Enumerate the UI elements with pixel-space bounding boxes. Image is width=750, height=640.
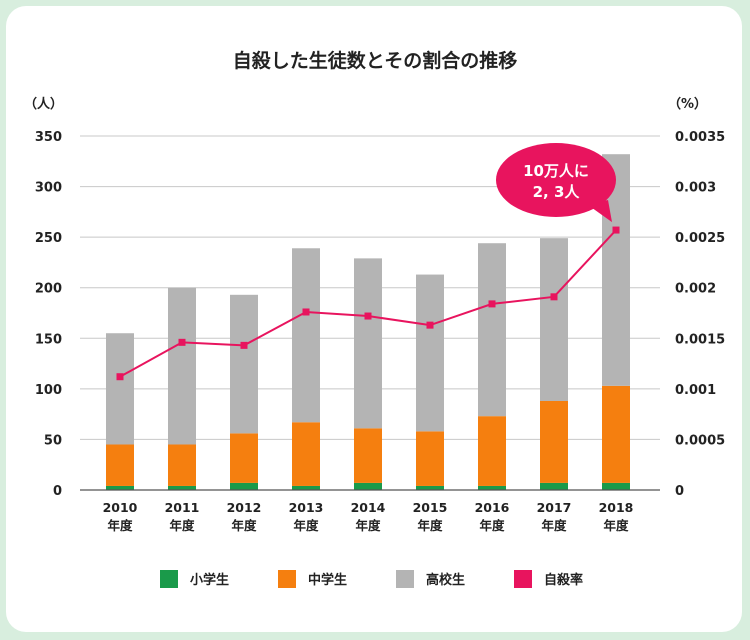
- bar-segment: [354, 428, 382, 483]
- bar-segment: [168, 444, 196, 486]
- y2-tick-label: 0.0015: [675, 332, 725, 347]
- y-tick-label: 100: [35, 383, 62, 398]
- callout-line2: 2, 3人: [533, 183, 581, 201]
- x-tick-label: 2016: [475, 500, 510, 515]
- rate-point: [178, 338, 186, 346]
- rate-point: [240, 341, 248, 349]
- y-tick-label: 350: [35, 130, 62, 145]
- callout-line1: 10万人に: [523, 162, 589, 180]
- y2-tick-label: 0.002: [675, 282, 716, 297]
- rate-point: [488, 300, 496, 308]
- callout-bubble: [496, 143, 616, 217]
- x-tick-label-suffix: 年度: [293, 518, 319, 533]
- x-tick-label: 2010: [103, 500, 138, 515]
- y2-tick-label: 0.003: [675, 181, 716, 196]
- bar-segment: [478, 416, 506, 486]
- rate-point: [612, 226, 620, 234]
- bar-segment: [106, 485, 134, 490]
- bar-segment: [106, 444, 134, 486]
- bar-segment: [168, 287, 196, 445]
- legend-label: 中学生: [308, 572, 347, 588]
- x-tick-label-suffix: 年度: [479, 518, 505, 533]
- x-tick-label-suffix: 年度: [231, 518, 257, 533]
- x-tick-label: 2014: [351, 500, 386, 515]
- legend-swatch: [278, 570, 296, 588]
- y2-tick-label: 0: [675, 484, 684, 499]
- rate-point: [302, 308, 310, 316]
- rate-point: [426, 321, 434, 329]
- bar-segment: [416, 431, 444, 486]
- x-tick-label: 2017: [537, 500, 572, 515]
- bar-segment: [602, 482, 630, 490]
- x-tick-label: 2012: [227, 500, 262, 515]
- y2-tick-label: 0.001: [675, 383, 716, 398]
- y2-tick-label: 0.0025: [675, 231, 725, 246]
- chart-title: 自殺した生徒数とその割合の推移: [233, 49, 517, 72]
- bar-segment: [354, 482, 382, 490]
- x-tick-label-suffix: 年度: [169, 518, 195, 533]
- legend-label: 高校生: [426, 572, 465, 588]
- bar-segment: [478, 485, 506, 490]
- y2-tick-label: 0.0035: [675, 130, 725, 145]
- y2-tick-label: 0.0005: [675, 433, 725, 448]
- x-tick-label-suffix: 年度: [355, 518, 381, 533]
- rate-point: [364, 312, 372, 320]
- y-tick-label: 250: [35, 231, 62, 246]
- bar-segment: [540, 238, 568, 401]
- x-tick-label: 2015: [413, 500, 448, 515]
- bar-segment: [540, 400, 568, 483]
- x-tick-label: 2011: [165, 500, 200, 515]
- x-tick-label: 2018: [599, 500, 634, 515]
- legend-label: 小学生: [190, 572, 229, 588]
- bar-segment: [168, 485, 196, 490]
- y-tick-label: 50: [44, 433, 62, 448]
- y-tick-label: 300: [35, 181, 62, 196]
- right-axis-unit: （%）: [668, 96, 707, 112]
- x-tick-label-suffix: 年度: [603, 518, 629, 533]
- legend-label: 自殺率: [544, 572, 583, 588]
- bar-segment: [540, 482, 568, 490]
- y-tick-label: 150: [35, 332, 62, 347]
- bar-segment: [602, 385, 630, 483]
- bar-segment: [292, 248, 320, 423]
- legend-swatch: [160, 570, 178, 588]
- bar-segment: [416, 485, 444, 490]
- x-tick-label-suffix: 年度: [417, 518, 443, 533]
- x-tick-label: 2013: [289, 500, 324, 515]
- y-tick-label: 0: [53, 484, 62, 499]
- y-tick-label: 200: [35, 282, 62, 297]
- bar-segment: [230, 433, 258, 483]
- left-axis-unit: （人）: [24, 96, 63, 112]
- bar-segment: [106, 333, 134, 445]
- bar-segment: [230, 482, 258, 490]
- bar-segment: [230, 294, 258, 434]
- x-tick-label-suffix: 年度: [541, 518, 567, 533]
- bar-segment: [292, 422, 320, 486]
- bar-segment: [292, 485, 320, 490]
- legend-swatch: [396, 570, 414, 588]
- bar-segment: [354, 258, 382, 429]
- rate-point: [116, 373, 124, 381]
- legend-swatch: [514, 570, 532, 588]
- bar-segment: [478, 243, 506, 417]
- rate-point: [550, 293, 558, 301]
- x-tick-label-suffix: 年度: [107, 518, 133, 533]
- bar-segment: [416, 274, 444, 432]
